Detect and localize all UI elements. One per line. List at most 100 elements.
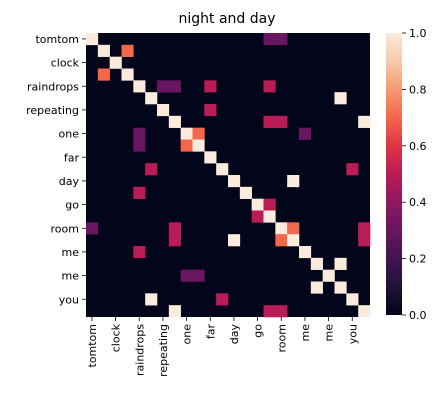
heatmap-cell: [287, 175, 300, 188]
heatmap-cell: [299, 246, 312, 259]
colorbar: [386, 33, 402, 315]
heatmap-cell: [263, 210, 276, 223]
y-tick-label: tomtom: [35, 33, 79, 46]
heatmap-cell: [216, 293, 229, 306]
x-axis-ticks: tomtom clock raindrops repeating one far day go…: [86, 317, 359, 377]
x-tick-label: you: [346, 324, 359, 344]
heatmap-cell: [157, 80, 170, 93]
heatmap-cell: [299, 127, 312, 140]
x-tick-label: me: [323, 324, 336, 342]
colorbar-tick-label: 0.2: [409, 253, 427, 266]
y-tick-label: far: [64, 151, 80, 164]
heatmap-cell: [322, 269, 335, 282]
heatmap-cell: [358, 222, 371, 235]
heatmap-cell: [358, 234, 371, 247]
heatmap-cell: [334, 92, 347, 105]
heatmap-cell: [121, 68, 134, 81]
x-tick-label: room: [275, 324, 288, 352]
heatmap-cell: [180, 139, 193, 152]
heatmap-cell: [145, 92, 158, 105]
heatmap-cell: [228, 234, 241, 247]
colorbar-ticks: 0.0 0.2 0.4 0.6 0.8 1.0: [402, 27, 427, 322]
y-tick-label: go: [65, 199, 79, 212]
heatmap-cell: [346, 163, 359, 176]
x-tick-label: me: [299, 324, 312, 342]
heatmap-cell: [275, 234, 288, 247]
chart-title: night and day: [178, 11, 275, 27]
x-tick-label: repeating: [157, 324, 170, 377]
heatmap-cell: [204, 151, 217, 164]
heatmap-cell: [133, 127, 146, 140]
heatmap-cell: [251, 198, 264, 211]
heatmap-cell: [263, 33, 276, 46]
heatmap-cell: [287, 234, 300, 247]
heatmap-cell: [334, 257, 347, 270]
heatmap-cell: [133, 80, 146, 93]
y-tick-label: raindrops: [27, 80, 79, 93]
heatmap-cell: [168, 305, 181, 318]
heatmap-cell: [192, 139, 205, 152]
heatmap-cell: [228, 175, 241, 188]
colorbar-tick-label: 0.0: [409, 309, 427, 322]
heatmap-cell: [168, 80, 181, 93]
heatmap-cell: [310, 257, 323, 270]
heatmap-cell: [145, 163, 158, 176]
x-tick-label: tomtom: [86, 324, 99, 368]
heatmap-cell: [263, 80, 276, 93]
y-tick-label: me: [62, 246, 80, 259]
y-tick-label: day: [59, 175, 80, 188]
heatmap-cell: [263, 305, 276, 318]
heatmap-cell: [275, 305, 288, 318]
heatmap-cell: [358, 115, 371, 128]
x-tick-label: go: [252, 324, 265, 338]
heatmap-cell: [133, 139, 146, 152]
heatmap-cell: [192, 127, 205, 140]
heatmap-cell: [86, 33, 99, 46]
heatmap-cell: [168, 234, 181, 247]
heatmap-cell: [133, 246, 146, 259]
x-tick-label: one: [181, 324, 194, 345]
heatmap-cell: [275, 115, 288, 128]
y-tick-label: clock: [51, 57, 80, 70]
y-tick-label: room: [51, 222, 79, 235]
heatmap-cell: [204, 104, 217, 117]
heatmap-cell: [310, 281, 323, 294]
y-tick-label: you: [59, 293, 79, 306]
x-tick-label: clock: [110, 323, 123, 352]
heatmap-cell: [97, 68, 110, 81]
y-tick-label: one: [59, 128, 80, 141]
heatmap-cell: [204, 80, 217, 93]
y-tick-label: me: [62, 270, 80, 283]
heatmap-cell: [346, 293, 359, 306]
heatmap-cell: [121, 44, 134, 57]
heatmap-cell: [145, 293, 158, 306]
heatmap-cell: [192, 269, 205, 282]
heatmap-cell: [275, 222, 288, 235]
x-tick-label: raindrops: [133, 324, 146, 376]
heatmap-cell: [263, 198, 276, 211]
heatmap-cell: [86, 222, 99, 235]
colorbar-tick-label: 0.4: [409, 196, 427, 209]
x-tick-label: far: [204, 324, 217, 340]
heatmap-cell: [168, 115, 181, 128]
heatmap-cell: [133, 186, 146, 199]
heatmap-cell: [180, 127, 193, 140]
heatmap-cell: [358, 305, 371, 318]
heatmap-cell: [251, 210, 264, 223]
heatmap-cell: [334, 281, 347, 294]
x-tick-label: day: [228, 324, 241, 345]
heatmap-cells: [86, 33, 371, 318]
heatmap-cell: [275, 33, 288, 46]
heatmap-cell: [263, 115, 276, 128]
heatmap-cell: [157, 104, 170, 117]
heatmap-cell: [180, 269, 193, 282]
y-tick-label: repeating: [26, 104, 79, 117]
heatmap-cell: [239, 186, 252, 199]
y-axis-ticks: tomtom clock raindrops repeating one far day go…: [26, 33, 86, 306]
heatmap-cell: [287, 222, 300, 235]
heatmap-cell: [109, 56, 122, 69]
heatmap-cell: [168, 222, 181, 235]
heatmap-cell: [97, 44, 110, 57]
heatmap-cell: [216, 163, 229, 176]
